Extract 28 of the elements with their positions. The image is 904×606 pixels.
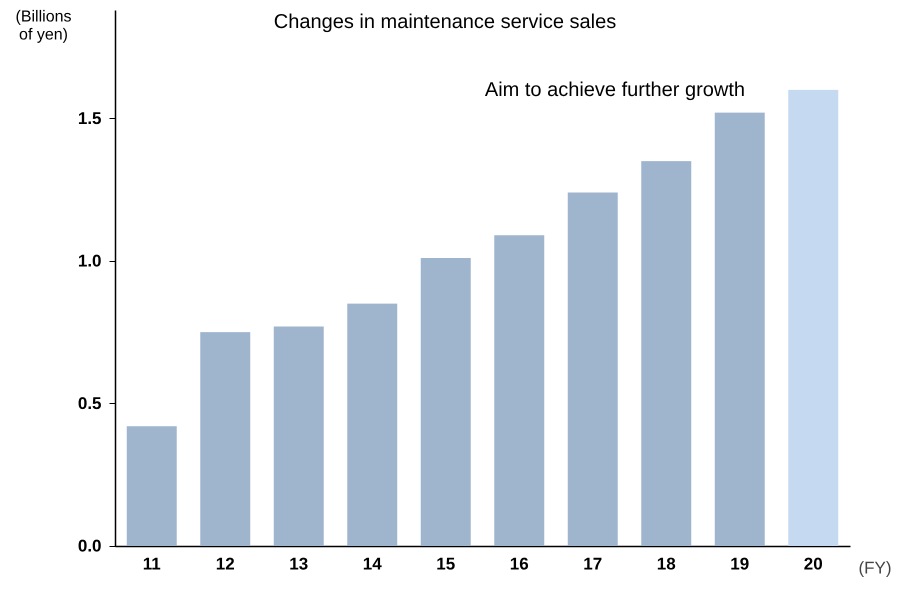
y-tick-label: 1.0 (78, 251, 102, 270)
bar (420, 258, 471, 546)
x-tick-label: 19 (730, 554, 750, 574)
bar (347, 304, 398, 546)
x-tick-label: 17 (583, 554, 602, 574)
x-tick-label: 20 (804, 554, 823, 574)
x-tick-label: 11 (142, 554, 161, 574)
bar (641, 161, 692, 546)
annotation: Aim to achieve further growth (484, 79, 745, 101)
bar (494, 235, 544, 546)
x-tick-label: 15 (436, 554, 456, 574)
x-tick-label: 13 (289, 554, 308, 574)
bar (200, 332, 250, 546)
bar (274, 326, 324, 546)
bar (714, 112, 765, 546)
x-axis-title: (FY) (858, 558, 892, 578)
bar (788, 90, 838, 546)
x-tick-label: 18 (656, 554, 676, 574)
y-tick-label: 0.5 (78, 394, 102, 413)
x-tick-label: 14 (362, 554, 382, 574)
x-tick-label: 16 (510, 554, 529, 574)
y-tick-label: 0.0 (78, 536, 102, 556)
chart-title: Changes in maintenance service sales (274, 11, 616, 33)
bar (568, 192, 618, 546)
x-tick-label: 12 (216, 554, 235, 574)
bar (126, 426, 177, 546)
y-axis-title: (Billions of yen) (15, 8, 72, 44)
y-tick-label: 1.5 (78, 108, 102, 128)
